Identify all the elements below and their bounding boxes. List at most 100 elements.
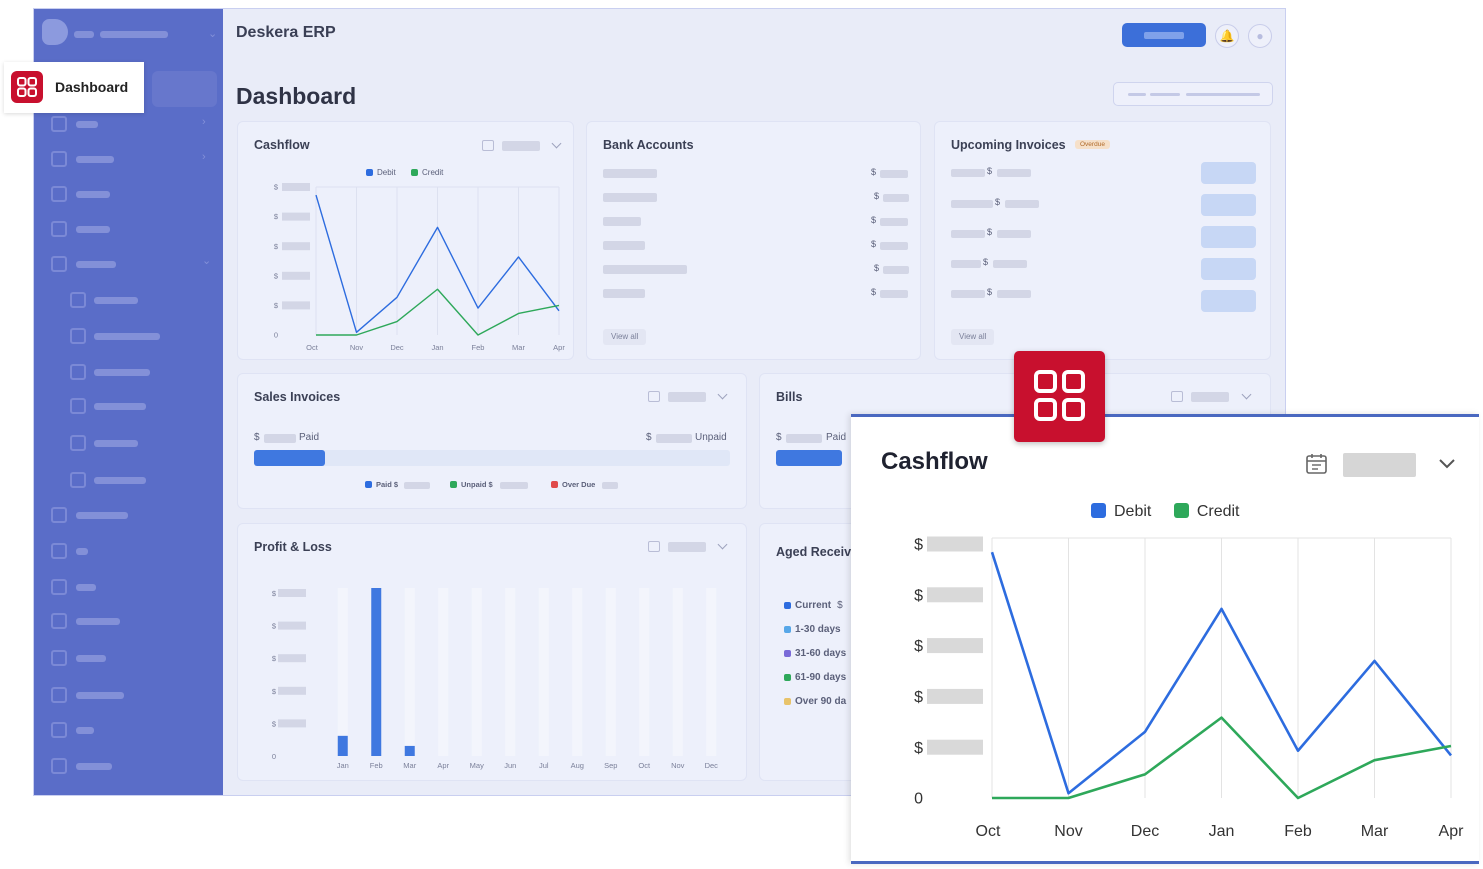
date-range-selector[interactable]	[1113, 82, 1273, 106]
chevron-down-icon[interactable]	[717, 539, 728, 550]
y-tick-label: $	[272, 719, 277, 728]
sidebar-item-label[interactable]	[76, 548, 88, 555]
currency-symbol: $	[874, 191, 880, 201]
invoice-action-button[interactable]	[1201, 194, 1256, 216]
invoice-action-button[interactable]	[1201, 258, 1256, 280]
chevron-down-icon[interactable]: ⌄	[208, 28, 218, 40]
y-tick-value-placeholder	[927, 688, 983, 704]
x-tick-label: Oct	[976, 823, 1001, 840]
sidebar-item-label[interactable]	[76, 584, 96, 591]
period-select[interactable]	[1343, 453, 1416, 477]
period-select-placeholder[interactable]	[502, 141, 540, 151]
invoice-action-button[interactable]	[1201, 290, 1256, 312]
period-select-placeholder[interactable]	[668, 542, 706, 552]
nav-icon[interactable]	[51, 579, 67, 595]
nav-icon[interactable]	[51, 186, 67, 202]
chevron-down-icon[interactable]	[1241, 389, 1252, 400]
sidebar-item-label[interactable]	[76, 692, 124, 699]
currency-symbol: $	[254, 432, 260, 443]
nav-icon[interactable]	[51, 116, 67, 132]
company-name-placeholder	[100, 31, 168, 38]
nav-sub-icon[interactable]	[70, 364, 86, 380]
settings-icon[interactable]	[51, 758, 67, 774]
sidebar-subitem-label[interactable]	[94, 477, 146, 484]
calendar-icon[interactable]	[648, 391, 660, 402]
chevron-down-icon[interactable]	[717, 389, 728, 400]
nav-icon[interactable]	[51, 722, 67, 738]
bell-icon[interactable]: 🔔	[1215, 24, 1239, 48]
sidebar-item-label[interactable]	[76, 727, 94, 734]
sidebar-item-label[interactable]	[76, 156, 114, 163]
primary-action-button[interactable]	[1122, 23, 1206, 47]
nav-sub-icon[interactable]	[70, 292, 86, 308]
nav-icon[interactable]	[51, 687, 67, 703]
invoice-action-button[interactable]	[1201, 162, 1256, 184]
chevron-right-icon[interactable]: ›	[202, 151, 206, 163]
nav-icon[interactable]	[51, 221, 67, 237]
chevron-right-icon[interactable]: ›	[202, 116, 206, 128]
nav-icon[interactable]	[51, 543, 67, 559]
nav-icon[interactable]	[51, 613, 67, 629]
sidebar-item-dashboard-active[interactable]	[152, 71, 217, 107]
period-select-placeholder[interactable]	[668, 392, 706, 402]
y-tick-value-placeholder	[278, 686, 306, 695]
nav-icon[interactable]	[51, 151, 67, 167]
bar-jan	[337, 735, 348, 756]
nav-icon[interactable]	[51, 507, 67, 523]
invoice-placeholder	[951, 290, 985, 298]
zoom-title: Cashflow	[881, 448, 988, 475]
chart-legend: Credit	[411, 168, 443, 177]
y-tick-value-placeholder	[282, 271, 310, 280]
chevron-down-icon[interactable]	[1437, 457, 1457, 471]
dashboard-nav-highlight[interactable]: Dashboard	[4, 62, 144, 113]
sidebar-item-label[interactable]	[76, 618, 120, 625]
nav-icon[interactable]	[51, 650, 67, 666]
bar-background	[672, 588, 683, 756]
series-line-credit	[992, 716, 1452, 800]
nav-sub-icon[interactable]	[70, 472, 86, 488]
sidebar-item-label[interactable]	[76, 261, 116, 268]
sidebar-item-label[interactable]	[76, 121, 98, 128]
y-tick-value-placeholder	[278, 654, 306, 663]
x-tick-label: Jan	[337, 761, 349, 770]
sidebar-item-label[interactable]	[76, 763, 112, 770]
sidebar-item-label[interactable]	[76, 655, 106, 662]
x-tick-label: Oct	[638, 761, 651, 770]
legend-value-placeholder	[500, 482, 528, 489]
view-all-link[interactable]: View all	[603, 329, 647, 345]
sidebar-item-label[interactable]	[76, 226, 110, 233]
sidebar-item-label[interactable]	[76, 191, 110, 198]
nav-sub-icon[interactable]	[70, 328, 86, 344]
sidebar-subitem-label[interactable]	[94, 440, 138, 447]
topbar: Deskera ERP 🔔 ●	[223, 9, 1285, 59]
bar-background	[706, 588, 717, 756]
calendar-icon[interactable]	[1305, 452, 1329, 476]
cashflow-zoom-panel: Cashflow Debit Credit $ $ $ $ $0 Oct Nov Dec Jan…	[851, 414, 1479, 864]
sidebar-subitem-label[interactable]	[94, 403, 146, 410]
legend-debit: Debit	[1091, 503, 1151, 520]
currency-symbol: $	[871, 239, 877, 249]
sidebar-subitem-label[interactable]	[94, 333, 160, 340]
nav-sub-icon[interactable]	[70, 435, 86, 451]
nav-sub-icon[interactable]	[70, 398, 86, 414]
chart-legend: Debit Credit	[1091, 503, 1240, 521]
chevron-down-icon[interactable]: ⌄	[202, 255, 212, 267]
profit-loss-card: Profit & Loss $ $ $ $ $0 Jan Feb Mar Apr May Jun Ju…	[237, 523, 747, 781]
account-name-placeholder	[603, 169, 657, 178]
nav-icon[interactable]	[51, 256, 67, 272]
paid-amount-placeholder	[786, 434, 822, 443]
sidebar-item-label[interactable]	[76, 512, 128, 519]
bar-background	[471, 588, 482, 756]
view-all-link[interactable]: View all	[951, 329, 995, 345]
chevron-down-icon[interactable]	[551, 138, 562, 149]
balance-placeholder	[880, 170, 908, 178]
period-select-placeholder[interactable]	[1191, 392, 1229, 402]
invoice-action-button[interactable]	[1201, 226, 1256, 248]
avatar[interactable]: ●	[1248, 24, 1272, 48]
y-tick-label: $	[274, 183, 279, 192]
calendar-icon[interactable]	[482, 140, 494, 151]
calendar-icon[interactable]	[1171, 391, 1183, 402]
calendar-icon[interactable]	[648, 541, 660, 552]
sidebar-subitem-label[interactable]	[94, 369, 150, 376]
sidebar-subitem-label[interactable]	[94, 297, 138, 304]
